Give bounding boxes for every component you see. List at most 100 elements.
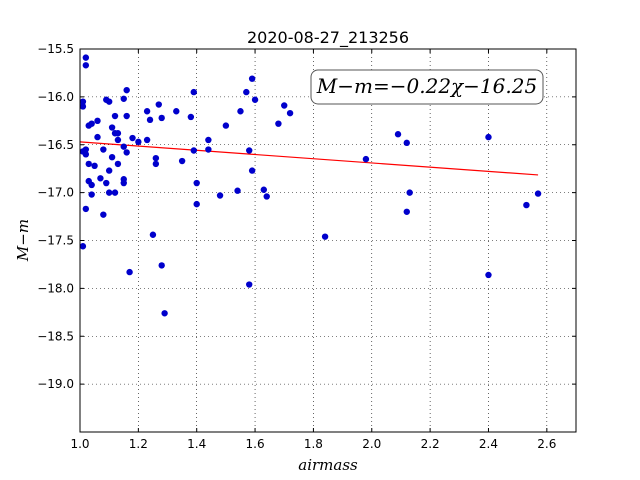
data-point: [123, 149, 130, 156]
data-point: [91, 162, 98, 170]
data-point: [237, 108, 244, 115]
data-point: [105, 167, 113, 174]
data-point: [100, 146, 107, 153]
data-point: [82, 205, 90, 213]
y-tick-label: −18.5: [37, 329, 74, 343]
data-point: [85, 160, 92, 168]
data-point: [123, 86, 130, 94]
x-tick-label: 2.2: [421, 437, 440, 451]
data-point: [205, 146, 212, 153]
data-point: [178, 157, 186, 165]
x-tick-label: 2.4: [479, 437, 498, 451]
data-point: [82, 62, 90, 69]
x-tick-label: 1.8: [304, 437, 323, 451]
x-tick-label: 1.2: [129, 437, 148, 451]
data-point: [158, 114, 165, 122]
y-tick-label: −17.0: [37, 186, 74, 200]
data-point: [79, 243, 87, 250]
data-point: [161, 310, 168, 317]
data-point: [190, 147, 197, 154]
data-point: [216, 192, 224, 199]
fit-equation: M−m=−0.22χ−16.25: [316, 74, 537, 98]
data-points: [79, 54, 542, 317]
data-point: [155, 101, 162, 108]
data-point: [275, 120, 282, 127]
data-point: [485, 271, 492, 279]
data-point: [111, 112, 119, 120]
data-point: [135, 138, 142, 146]
data-point: [281, 102, 288, 109]
data-point: [114, 130, 122, 137]
data-point: [321, 233, 329, 240]
data-point: [94, 133, 101, 141]
data-point: [111, 189, 119, 196]
fit-line: [79, 141, 539, 176]
data-point: [100, 211, 107, 218]
x-axis-label: airmass: [298, 456, 358, 474]
data-point: [187, 113, 195, 121]
y-tick-label: −19.0: [37, 377, 74, 391]
data-point: [173, 108, 180, 115]
data-point: [152, 160, 160, 168]
data-point: [123, 112, 130, 120]
chart-title: 2020-08-27_213256: [247, 28, 409, 48]
data-point: [88, 120, 95, 127]
y-tick-label: −16.0: [37, 90, 74, 104]
x-tick-label: 1.6: [246, 437, 265, 451]
data-point: [403, 208, 410, 215]
fit-annotation: M−m=−0.22χ−16.25: [310, 69, 544, 105]
data-point: [523, 201, 530, 209]
y-tick-label: −16.5: [37, 138, 74, 152]
data-point: [79, 103, 87, 110]
data-point: [248, 75, 256, 82]
x-tick-label: 1.4: [187, 437, 206, 451]
data-point: [105, 98, 113, 105]
data-point: [114, 136, 122, 144]
data-point: [222, 122, 230, 129]
data-point: [129, 134, 136, 142]
data-point: [88, 191, 95, 198]
data-point: [193, 200, 200, 208]
data-point: [362, 155, 370, 163]
data-point: [263, 193, 270, 200]
data-point: [406, 189, 413, 196]
data-point: [146, 116, 154, 124]
data-point: [105, 189, 113, 196]
data-point: [82, 146, 90, 153]
data-point: [534, 190, 542, 197]
data-point: [120, 95, 127, 102]
data-point: [126, 268, 133, 276]
data-point: [243, 88, 250, 96]
data-point: [97, 175, 104, 182]
data-point: [79, 98, 87, 105]
data-point: [120, 176, 127, 183]
axis-ticks: 1.0 1.2 1.4 1.6 1.8 2.0 2.2 2.4 2.6 −15.5 −16.0 −16…: [37, 42, 576, 451]
data-point: [394, 131, 402, 138]
grid: [79, 48, 576, 432]
data-point: [205, 136, 212, 144]
x-tick-label: 2.0: [362, 437, 381, 451]
data-point: [246, 147, 253, 154]
data-point: [260, 186, 268, 193]
data-point: [286, 109, 294, 117]
data-point: [103, 179, 110, 187]
annotation-box: [310, 69, 544, 105]
y-axis-label: M−m: [14, 219, 32, 262]
data-point: [152, 154, 160, 162]
data-point: [108, 124, 116, 131]
data-point: [82, 54, 90, 61]
y-tick-label: −18.0: [37, 281, 74, 295]
y-tick-label: −15.5: [37, 42, 74, 56]
data-point: [190, 88, 197, 96]
data-point: [158, 262, 165, 269]
data-point: [108, 153, 116, 161]
data-point: [94, 117, 101, 125]
data-point: [143, 136, 151, 144]
x-tick-label: 1.0: [70, 437, 89, 451]
data-point: [234, 187, 241, 194]
data-point: [149, 231, 157, 238]
data-point: [251, 96, 259, 103]
data-point: [82, 151, 90, 158]
data-point: [88, 181, 95, 189]
